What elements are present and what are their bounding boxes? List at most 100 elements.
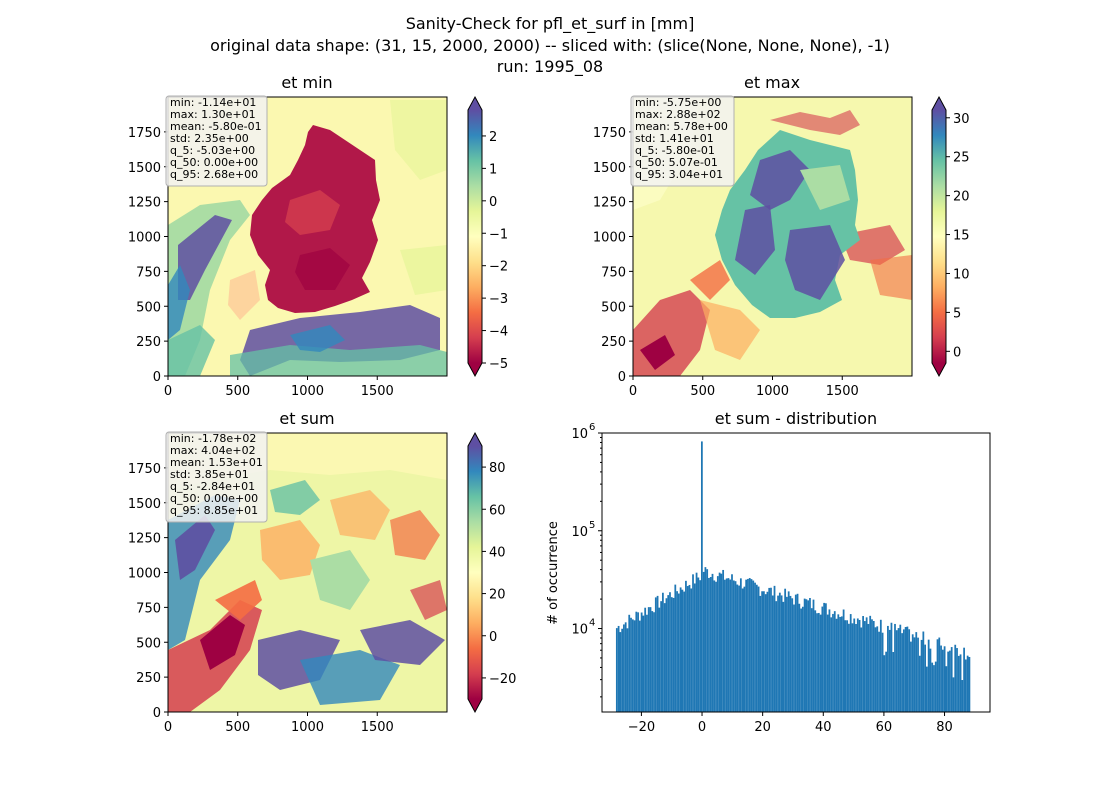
colorbar-extend-top	[468, 97, 482, 110]
y-axis: 0 250 500 750 1000 1250 1500 1750	[593, 126, 633, 385]
histogram-bar	[862, 616, 864, 712]
histogram-bar	[619, 632, 622, 712]
histogram-bar	[890, 622, 893, 712]
y-tick-label: 1000	[128, 231, 161, 246]
colorbar-tick-label: 1	[489, 162, 497, 177]
y-tick-label: 1750	[128, 462, 161, 477]
colorbar-extend-bottom	[468, 363, 482, 376]
y-tick-label: 0	[618, 370, 626, 385]
x-axis: 0 500 1000 1500	[164, 712, 394, 735]
histogram-bar	[823, 602, 826, 712]
y-tick-label: 10	[571, 427, 588, 442]
histogram-bar	[766, 591, 769, 712]
x-tick-label: 1500	[826, 384, 859, 399]
colorbar-tick-label: 30	[953, 112, 970, 127]
colorbar-tick-label: 0	[489, 195, 497, 210]
histogram-bar	[677, 593, 680, 712]
histogram-bar	[796, 593, 799, 712]
histogram-bar	[718, 572, 721, 712]
histogram-bar	[950, 647, 953, 712]
y-tick-label: 1500	[128, 497, 161, 512]
histogram-bar	[855, 624, 857, 712]
histogram-bar	[722, 569, 725, 712]
histogram-bar	[731, 574, 733, 712]
histogram-bar	[748, 578, 751, 712]
histogram-bar	[700, 441, 703, 712]
colorbar-tick-label: 0	[489, 630, 497, 645]
histogram-bar	[741, 588, 744, 712]
histogram-bar	[702, 571, 705, 712]
histogram-bar	[949, 650, 951, 712]
histogram-bar	[849, 614, 852, 712]
y-tick-label: 1500	[593, 161, 626, 176]
histogram-bar	[947, 651, 950, 712]
y-tick-base: 10	[571, 427, 588, 442]
x-tick-label: 0	[698, 720, 706, 735]
histogram-bar	[842, 609, 845, 712]
histogram-bar	[739, 578, 742, 712]
histogram-bar	[817, 612, 820, 712]
stat-max: max: 2.88e+02	[635, 108, 721, 121]
histogram-bar	[665, 598, 668, 712]
histogram-bar	[936, 639, 939, 712]
colorbar: 80 60 40 20 0 −20	[467, 431, 516, 714]
figure-title: Sanity-Check for pfl_et_surf in [mm]	[406, 14, 695, 34]
histogram-bar	[759, 595, 762, 712]
histogram-bar	[959, 654, 962, 712]
histogram-bar	[952, 677, 955, 712]
x-axis: −20 0 20 40 60 80	[628, 712, 953, 735]
histogram-bar	[617, 625, 620, 712]
histogram-bar	[755, 584, 758, 712]
histogram-bar	[628, 614, 631, 712]
histogram-bar	[635, 611, 638, 712]
histogram-bar	[910, 641, 912, 712]
histogram-bar	[840, 616, 843, 712]
histogram-bar	[775, 601, 778, 712]
histogram-bar	[624, 622, 627, 712]
histogram-bar	[644, 607, 647, 712]
histogram-bar	[626, 628, 629, 712]
histogram-bar	[918, 655, 921, 712]
histogram-bar	[794, 594, 797, 712]
histogram-bar	[771, 595, 774, 712]
histogram-bar	[697, 577, 700, 712]
histogram-bar	[826, 614, 829, 712]
y-tick-label: 1250	[128, 196, 161, 211]
colorbar-tick-label: 15	[953, 229, 970, 244]
histogram-bar	[885, 651, 888, 712]
colorbar-tick-label: 60	[489, 503, 506, 518]
histogram-bar	[867, 623, 870, 712]
histogram-bar	[887, 625, 889, 712]
histogram-bar	[679, 587, 682, 712]
colorbar-tick-label: 10	[953, 267, 970, 282]
stat-q50: q_50: 0.00e+00	[170, 156, 258, 169]
histogram-bar	[695, 572, 698, 712]
histogram-bar	[656, 595, 659, 712]
x-tick-label: 60	[876, 720, 893, 735]
colorbar-extend-bottom	[932, 363, 946, 376]
colorbar-extend-top	[468, 433, 482, 446]
histogram-bar	[716, 576, 719, 712]
histogram-bar	[908, 629, 911, 712]
histogram-bar	[649, 607, 652, 712]
histogram-bar	[688, 584, 691, 712]
histogram-bar	[692, 574, 694, 712]
histogram-bar	[894, 623, 896, 712]
histogram-bar	[685, 580, 687, 712]
colorbar-tick-label: 20	[489, 588, 506, 603]
stats-box: min: -5.75e+00 max: 2.88e+02 mean: 5.78e…	[630, 95, 735, 187]
histogram-bar	[778, 592, 781, 712]
histogram-bar	[640, 612, 643, 712]
colorbar-ticks: 2 1 0 −1 −2 −3 −4 −5	[482, 130, 508, 372]
histogram-bar	[704, 567, 707, 712]
stat-max: max: 1.30e+01	[170, 108, 256, 121]
histogram-bar	[853, 618, 856, 712]
histogram-bar	[945, 666, 948, 712]
histogram-bar	[763, 591, 765, 712]
heatmap-et-sum: et sum 0 500 1000 1500 0 250 500 750 1000 1250 15…	[128, 409, 517, 735]
heatmap-image	[168, 97, 447, 376]
y-tick-label: 750	[136, 601, 161, 616]
histogram-bar	[911, 634, 914, 712]
histogram-bar	[892, 651, 895, 712]
histogram-bar	[780, 595, 783, 712]
